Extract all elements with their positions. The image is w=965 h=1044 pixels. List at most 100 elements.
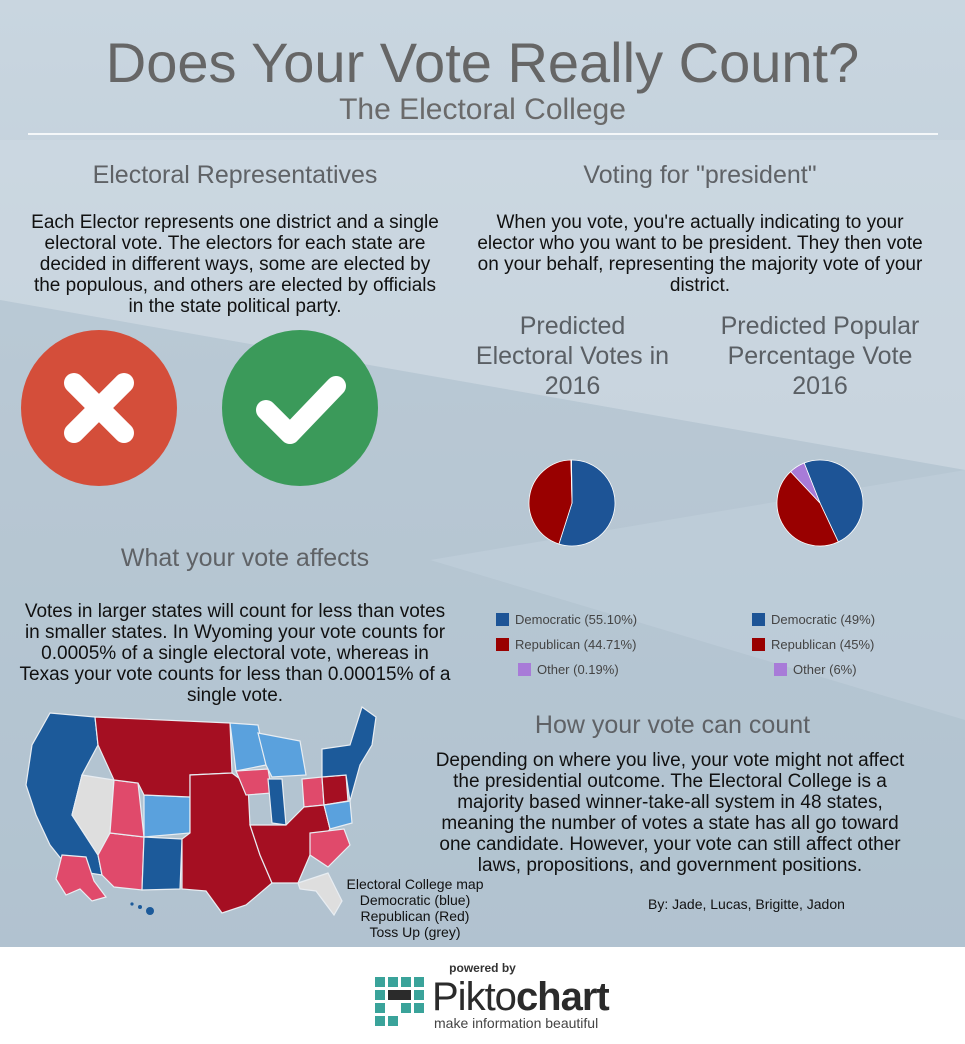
chart-title-line: Predicted: [519, 312, 626, 340]
map-region-northern-plains: [94, 716, 233, 798]
map-region-hawaii: [130, 902, 134, 906]
text-line: the presidential outcome. The Electoral …: [453, 771, 887, 792]
legend-label: Democratic (49%): [771, 612, 876, 627]
checkmark-icon: [222, 330, 378, 486]
tagline: make information beautiful: [434, 1015, 599, 1031]
map-region-hawaii: [138, 905, 142, 909]
poster: Does Your Vote Really Count? The Elector…: [0, 0, 965, 947]
map-region-hawaii: [146, 907, 154, 915]
map-region-pennsylvania: [321, 774, 349, 806]
map-caption-line: Democratic (blue): [359, 892, 471, 908]
map-region-northeast: [321, 706, 377, 802]
section-text-representatives: Each Elector represents one district and…: [10, 212, 460, 317]
text-line: Depending on where you live, your vote m…: [435, 750, 905, 771]
section-text-affects: Votes in larger states will count for le…: [10, 601, 460, 706]
legend-swatch: [774, 663, 787, 676]
legend-swatch: [496, 638, 509, 651]
map-states: [25, 706, 377, 917]
legend-swatch: [496, 613, 509, 626]
text-line: district.: [669, 275, 731, 296]
text-line: on your behalf, representing the majorit…: [477, 254, 923, 275]
text-line: 0.0005% of a single electoral vote, wher…: [41, 643, 429, 664]
section-heading-count: How your vote can count: [534, 711, 811, 739]
x-glyph: [64, 373, 134, 443]
pie-slice-democratic: [558, 459, 616, 547]
text-line: the populous, and others are elected by …: [33, 275, 437, 296]
chart-title-electoral: Predicted Electoral Votes in 2016: [460, 311, 685, 401]
text-line: electoral vote. The electors for each st…: [44, 233, 426, 254]
text-line: one candidate. However, your vote can st…: [439, 834, 901, 855]
pie-slice-other: [570, 459, 573, 504]
byline: By: Jade, Lucas, Brigitte, Jadon: [648, 896, 845, 912]
text-line: in smaller states. In Wyoming your vote …: [24, 622, 446, 643]
map-region-new-mexico: [141, 836, 183, 891]
legend-label: Other (0.19%): [537, 662, 619, 677]
pie-slice-republican: [776, 471, 839, 547]
brand-light: Pikto: [432, 975, 517, 1019]
text-line: Votes in larger states will count for le…: [24, 601, 446, 622]
pie-slice-republican: [528, 459, 573, 545]
legend-swatch: [752, 613, 765, 626]
legend-electoral: Democratic (55.10%) Republican (44.71%) Ot…: [496, 612, 696, 682]
powered-by-label: powered by: [449, 961, 516, 975]
text-line: decided in different ways, some are elec…: [39, 254, 431, 275]
text-line: laws, propositions, and government posit…: [477, 855, 863, 876]
legend-label: Republican (44.71%): [515, 637, 637, 652]
pie-chart-electoral: [528, 459, 616, 547]
chart-title-line: Percentage Vote: [727, 342, 913, 370]
x-icon: [21, 330, 177, 486]
legend-popular: Democratic (49%) Republican (45%) Other (6…: [752, 612, 932, 682]
map-region-virginia: [323, 800, 353, 830]
text-line: When you vote, you're actually indicatin…: [496, 212, 904, 233]
text-line: elector who you want to be president. Th…: [477, 233, 923, 254]
map-region-arizona: [97, 832, 145, 891]
title-divider: [28, 133, 938, 135]
legend-label: Democratic (55.10%): [515, 612, 638, 627]
chart-title-line: 2016: [544, 372, 601, 400]
piktochart-wordmark[interactable]: Piktochart: [432, 975, 610, 1019]
map-caption-line: Republican (Red): [360, 908, 470, 924]
map-caption-line: Electoral College map: [346, 876, 484, 892]
us-electoral-map: [25, 706, 377, 917]
map-caption-line: Toss Up (grey): [369, 924, 461, 940]
chart-title-line: 2016: [792, 372, 848, 400]
chart-title-popular: Predicted Popular Percentage Vote 2016: [695, 311, 945, 401]
legend-label: Other (6%): [793, 662, 857, 677]
page-subtitle: The Electoral College: [339, 93, 626, 126]
map-region-ohio: [301, 776, 325, 808]
text-line: majority based winner-take-all system in…: [457, 792, 883, 813]
map-region-upper-midwest: [257, 732, 307, 778]
pie-chart-popular: [776, 459, 864, 547]
map-region-alaska: [55, 854, 108, 902]
check-glyph: [256, 376, 346, 444]
legend-swatch: [518, 663, 531, 676]
map-region-carolinas: [309, 828, 351, 868]
chart-title-line: Electoral Votes in: [475, 342, 670, 370]
brand-bold: chart: [515, 975, 610, 1019]
section-heading-affects: What your vote affects: [120, 544, 370, 572]
map-region-illinois: [267, 778, 287, 826]
footer: powered by Piktochart make information b…: [0, 947, 965, 1044]
pie-slice-democratic: [803, 459, 864, 543]
map-caption: Electoral College map Democratic (blue) …: [320, 876, 510, 940]
text-line: Texas your vote counts for less than 0.0…: [19, 664, 451, 685]
text-line: meaning the number of votes a state has …: [441, 813, 899, 834]
pie-slice-other: [789, 462, 821, 504]
page-title: Does Your Vote Really Count?: [105, 31, 860, 94]
map-region-utah: [109, 779, 145, 838]
map-region-minnesota: [229, 722, 267, 772]
section-heading-representatives: Electoral Representatives: [92, 161, 378, 189]
text-line: in the state political party.: [128, 296, 342, 317]
section-text-voting: When you vote, you're actually indicatin…: [460, 212, 940, 296]
legend-label: Republican (45%): [771, 637, 875, 652]
text-line: Each Elector represents one district and…: [31, 212, 439, 233]
legend-swatch: [752, 638, 765, 651]
map-region-colorado: [143, 794, 191, 838]
section-heading-voting: Voting for "president": [583, 161, 817, 189]
piktochart-logo-icon: [375, 977, 424, 1026]
section-text-count: Depending on where you live, your vote m…: [410, 750, 930, 876]
text-line: single vote.: [186, 685, 284, 706]
map-region-florida: [297, 872, 343, 917]
chart-title-line: Predicted Popular: [720, 312, 920, 340]
